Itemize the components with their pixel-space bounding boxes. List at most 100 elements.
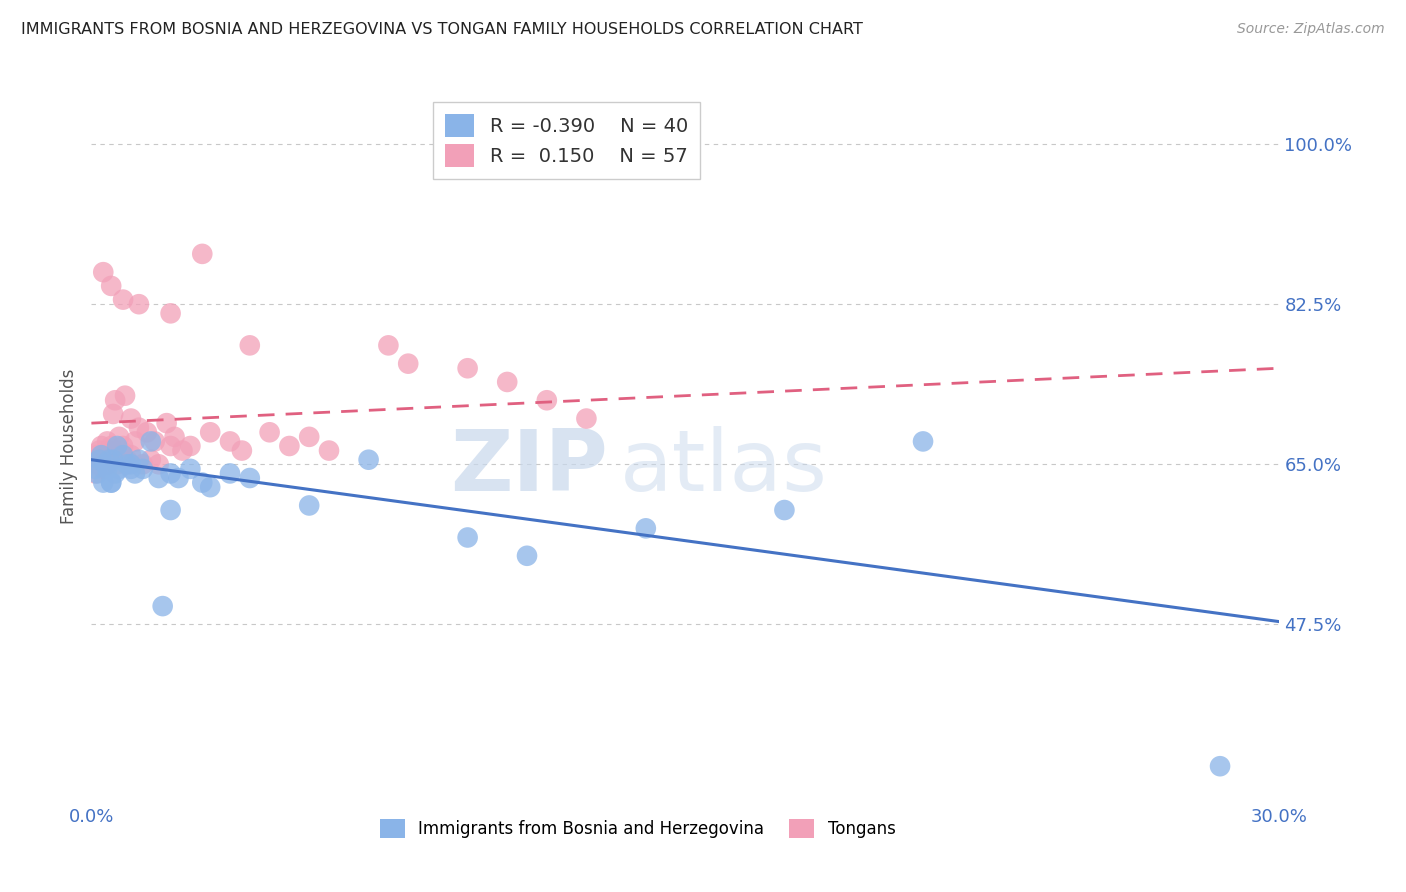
Point	[396, 357, 419, 371]
Point	[91, 475, 114, 490]
Point	[172, 443, 194, 458]
Point	[104, 467, 127, 481]
Point	[100, 475, 122, 490]
Point	[159, 503, 181, 517]
Point	[298, 430, 321, 444]
Point	[96, 462, 118, 476]
Point	[135, 425, 157, 440]
Point	[89, 443, 111, 458]
Point	[198, 480, 221, 494]
Point	[90, 448, 112, 462]
Point	[198, 425, 221, 440]
Point	[86, 467, 108, 481]
Point	[120, 462, 142, 476]
Point	[100, 475, 122, 490]
Point	[159, 306, 181, 320]
Point	[156, 416, 179, 430]
Point	[96, 434, 118, 449]
Point	[239, 471, 262, 485]
Point	[231, 443, 253, 458]
Point	[1209, 759, 1232, 773]
Point	[100, 452, 122, 467]
Point	[132, 462, 155, 476]
Point	[112, 439, 135, 453]
Point	[86, 458, 108, 472]
Point	[773, 503, 796, 517]
Point	[911, 434, 934, 449]
Text: atlas: atlas	[620, 425, 828, 509]
Point	[575, 411, 598, 425]
Point	[179, 462, 201, 476]
Point	[104, 393, 127, 408]
Point	[120, 411, 142, 425]
Point	[112, 293, 135, 307]
Text: Source: ZipAtlas.com: Source: ZipAtlas.com	[1237, 22, 1385, 37]
Point	[120, 448, 142, 462]
Point	[108, 430, 131, 444]
Point	[124, 434, 146, 449]
Point	[120, 458, 142, 472]
Point	[167, 471, 190, 485]
Point	[101, 407, 124, 421]
Point	[191, 475, 214, 490]
Point	[159, 467, 181, 481]
Point	[110, 443, 132, 458]
Point	[89, 452, 111, 467]
Point	[100, 439, 122, 453]
Point	[239, 338, 262, 352]
Point	[148, 471, 170, 485]
Point	[298, 499, 321, 513]
Point	[143, 434, 166, 449]
Point	[191, 247, 214, 261]
Point	[278, 439, 301, 453]
Point	[124, 467, 146, 481]
Point	[112, 448, 135, 462]
Point	[128, 420, 150, 434]
Point	[114, 389, 136, 403]
Point	[115, 458, 138, 472]
Legend: Immigrants from Bosnia and Herzegovina, Tongans: Immigrants from Bosnia and Herzegovina, …	[374, 812, 903, 845]
Point	[91, 448, 114, 462]
Point	[357, 452, 380, 467]
Point	[139, 452, 162, 467]
Point	[457, 361, 479, 376]
Point	[105, 439, 128, 453]
Point	[148, 458, 170, 472]
Y-axis label: Family Households: Family Households	[59, 368, 77, 524]
Point	[96, 458, 118, 472]
Point	[115, 452, 138, 467]
Point	[219, 434, 242, 449]
Point	[179, 439, 201, 453]
Point	[496, 375, 519, 389]
Point	[101, 452, 124, 467]
Point	[128, 297, 150, 311]
Point	[108, 462, 131, 476]
Point	[457, 531, 479, 545]
Point	[105, 458, 128, 472]
Point	[128, 452, 150, 467]
Point	[132, 458, 155, 472]
Point	[100, 279, 122, 293]
Point	[159, 439, 181, 453]
Point	[98, 452, 121, 467]
Point	[536, 393, 558, 408]
Point	[139, 434, 162, 449]
Point	[152, 599, 174, 613]
Point	[94, 458, 117, 472]
Point	[219, 467, 242, 481]
Point	[91, 462, 114, 476]
Point	[634, 521, 657, 535]
Point	[90, 439, 112, 453]
Point	[259, 425, 281, 440]
Point	[84, 462, 107, 476]
Point	[91, 265, 114, 279]
Text: ZIP: ZIP	[450, 425, 609, 509]
Point	[163, 430, 186, 444]
Point	[516, 549, 538, 563]
Text: IMMIGRANTS FROM BOSNIA AND HERZEGOVINA VS TONGAN FAMILY HOUSEHOLDS CORRELATION C: IMMIGRANTS FROM BOSNIA AND HERZEGOVINA V…	[21, 22, 863, 37]
Point	[86, 448, 108, 462]
Point	[84, 467, 107, 481]
Point	[89, 452, 111, 467]
Point	[82, 452, 104, 467]
Point	[377, 338, 399, 352]
